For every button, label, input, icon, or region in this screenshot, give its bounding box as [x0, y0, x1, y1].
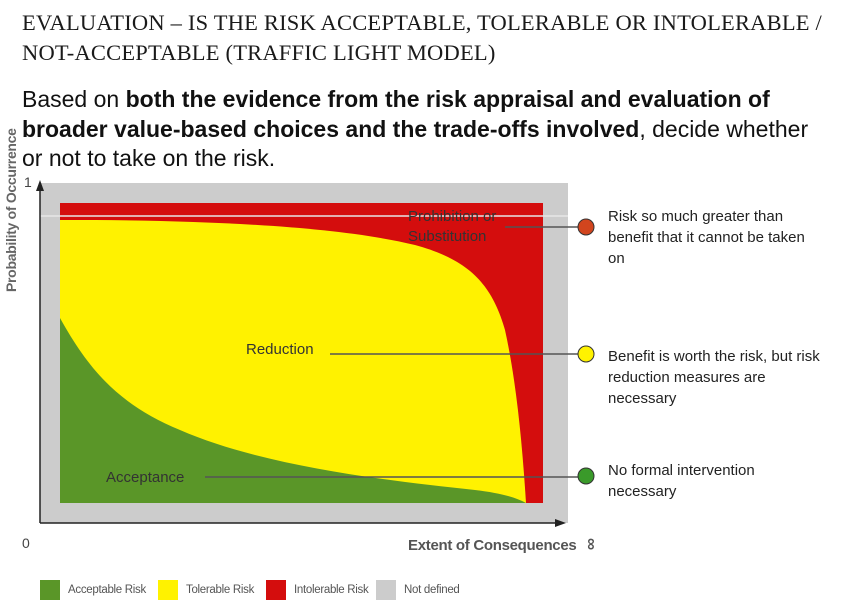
- legend-item-acceptable: Acceptable Risk: [40, 579, 146, 601]
- subtitle-intro: Based on: [22, 86, 126, 112]
- legend-item-not-defined: Not defined: [376, 579, 460, 601]
- legend-label-intolerable: Intolerable Risk: [294, 584, 369, 596]
- green-description: No formal intervention necessary: [608, 462, 755, 500]
- reduction-label: Reduction: [246, 341, 314, 358]
- green-light-icon: [577, 467, 595, 485]
- y-max-tick: 1: [24, 174, 32, 190]
- y-axis-arrow: [36, 180, 44, 191]
- red-description: Risk so much greater than benefit that i…: [608, 208, 805, 267]
- acceptable-area: [60, 318, 526, 503]
- legend-swatch-tolerable: [158, 580, 178, 600]
- x-axis-arrow: [555, 519, 566, 527]
- acceptance-label: Acceptance: [106, 469, 185, 486]
- subtitle-ending: , decide whether or not to take on the r…: [22, 115, 809, 172]
- legend-label-tolerable: Tolerable Risk: [186, 584, 255, 596]
- prohibition-label: Prohibition or Substitution: [408, 208, 497, 245]
- subtitle-emphasis: both the evidence from the risk appraisa…: [22, 86, 770, 142]
- origin-tick: 0: [22, 535, 30, 551]
- legend-label-acceptable: Acceptable Risk: [68, 584, 146, 596]
- page-title: EVALUATION – IS THE RISK ACCEPTABLE, TOL…: [22, 10, 822, 65]
- red-light-icon: [577, 218, 595, 236]
- subtitle: Based on both the evidence from the risk…: [22, 85, 832, 174]
- legend-item-tolerable: Tolerable Risk: [158, 579, 254, 601]
- legend-item-intolerable: Intolerable Risk: [266, 579, 369, 601]
- yellow-light-icon: [577, 345, 595, 363]
- yellow-description: Benefit is worth the risk, but risk redu…: [608, 348, 820, 407]
- x-axis-label: Extent of Consequences: [408, 537, 577, 554]
- x-max-tick: ∞: [582, 537, 602, 551]
- legend-swatch-intolerable: [266, 580, 286, 600]
- y-axis-label: Probability of Occurrence: [3, 128, 19, 292]
- legend-swatch-acceptable: [40, 580, 60, 600]
- legend: Acceptable Risk Tolerable Risk Intolerab…: [40, 579, 500, 601]
- legend-label-not-defined: Not defined: [404, 584, 460, 596]
- legend-swatch-not-defined: [376, 580, 396, 600]
